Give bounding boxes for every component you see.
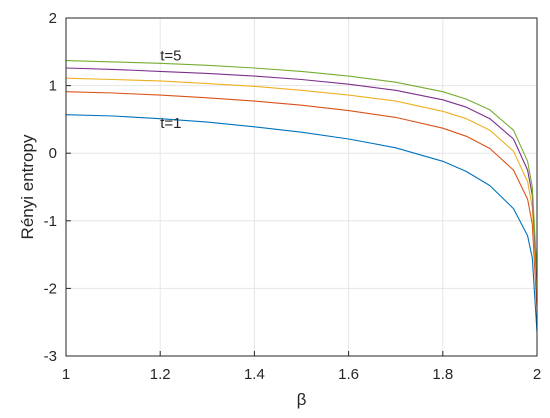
x-tick-label: 1.6 [338,366,359,383]
ticks: 1 1.2 1.4 1.6 1.8 2 -3 -2 -1 0 1 2 [44,10,542,383]
series-line-2 [65,91,538,309]
y-tick-label: 0 [49,145,57,162]
y-tick-label: -2 [44,280,57,297]
series-group [65,60,538,333]
y-tick-label: 2 [49,10,57,27]
y-tick-label: 1 [49,78,57,95]
curve-annotation: t=5 [160,48,181,65]
y-tick-label: -3 [44,348,57,365]
annotations: t=5 t=1 [160,48,181,133]
x-axis-label: β [297,390,307,409]
series-line-3 [65,77,538,292]
x-tick-label: 1.2 [150,366,171,383]
x-tick-label: 1.8 [432,366,453,383]
y-axis-label: Rényi entropy [18,134,37,239]
series-line-4 [65,67,538,282]
plot-frame [65,17,538,357]
series-line-1 [65,114,538,333]
x-tick-label: 2 [533,366,541,383]
x-tick-label: 1 [62,366,70,383]
series-line-5 [65,60,538,275]
y-tick-label: -1 [44,213,57,230]
curve-annotation: t=1 [160,115,181,132]
x-tick-label: 1.4 [244,366,265,383]
